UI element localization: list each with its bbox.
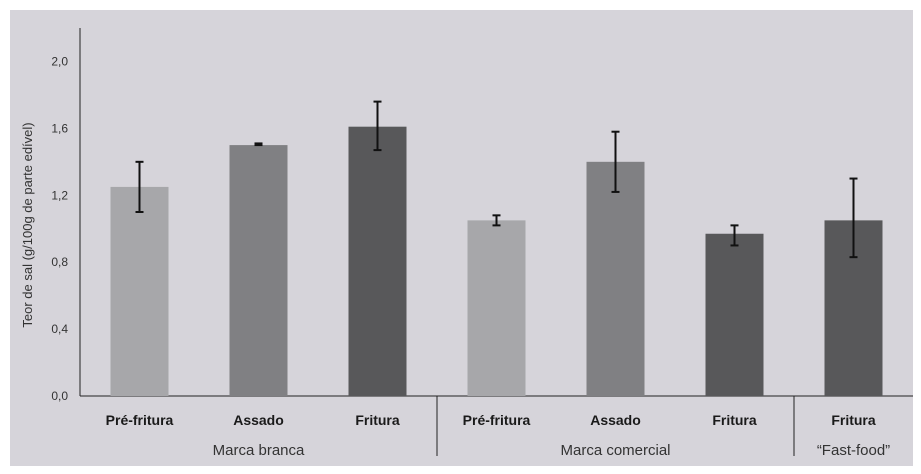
error-bar bbox=[611, 130, 620, 193]
bar bbox=[229, 145, 288, 396]
bar-chart: Teor de sal (g/100g de parte edível) 0,0… bbox=[20, 28, 913, 459]
y-tick-label: 0,0 bbox=[51, 389, 68, 403]
category-label: Fritura bbox=[355, 412, 400, 428]
group-label: Marca comercial bbox=[560, 442, 670, 459]
category-label: Assado bbox=[233, 412, 284, 428]
bar bbox=[586, 161, 645, 396]
y-tick-label: 0,8 bbox=[51, 255, 68, 269]
y-tick-label: 1,2 bbox=[51, 188, 68, 202]
error-bars bbox=[135, 100, 858, 259]
y-tick-label: 2,0 bbox=[51, 54, 68, 68]
error-bar bbox=[135, 160, 144, 213]
y-ticks: 0,0 0,4 0,8 1,2 1,6 2,0 bbox=[51, 54, 68, 403]
group-label: “Fast-food” bbox=[817, 442, 890, 459]
bars bbox=[110, 126, 883, 396]
group-label: Marca branca bbox=[213, 442, 305, 459]
error-bar bbox=[254, 142, 263, 147]
error-bar bbox=[730, 224, 739, 247]
category-labels: Pré-fritura Assado Fritura Pré-fritura Assad… bbox=[106, 412, 876, 428]
error-bar bbox=[373, 100, 382, 152]
group-labels: Marca branca Marca comercial “Fast-food” bbox=[213, 396, 890, 459]
bar bbox=[705, 233, 764, 396]
category-label: Pré-fritura bbox=[106, 412, 174, 428]
category-label: Pré-fritura bbox=[463, 412, 531, 428]
bar bbox=[348, 126, 407, 396]
chart-panel: Teor de sal (g/100g de parte edível) 0,0… bbox=[10, 10, 913, 466]
y-tick-label: 0,4 bbox=[51, 322, 68, 336]
category-label: Fritura bbox=[831, 412, 876, 428]
y-axis-label: Teor de sal (g/100g de parte edível) bbox=[20, 122, 35, 327]
error-bar bbox=[849, 177, 858, 259]
bar bbox=[110, 186, 169, 396]
category-label: Assado bbox=[590, 412, 641, 428]
y-tick-label: 1,6 bbox=[51, 121, 68, 135]
bar bbox=[467, 220, 526, 396]
error-bar bbox=[492, 214, 501, 227]
category-label: Fritura bbox=[712, 412, 757, 428]
